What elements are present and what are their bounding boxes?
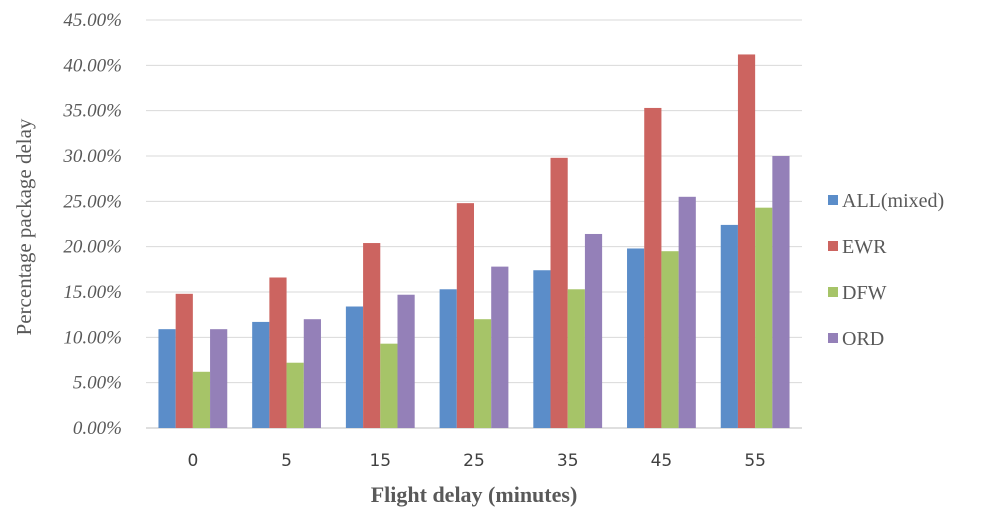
x-tick-label: 0 (187, 451, 198, 471)
bar-ewr-55 (738, 54, 755, 428)
y-tick-label: 10.00% (63, 327, 122, 348)
bar-ord-55 (772, 156, 789, 428)
bar-all-mixed--0 (158, 329, 175, 428)
x-tick-label: 45 (651, 451, 673, 471)
legend-label: ORD (842, 328, 884, 350)
x-tick-label: 35 (557, 451, 579, 471)
bar-all-mixed--25 (440, 289, 457, 428)
bar-dfw-5 (287, 363, 304, 428)
x-tick-labels: 0 5 15 25 35 45 55 (187, 451, 766, 471)
bar-ord-5 (304, 319, 321, 428)
bar-ewr-0 (176, 294, 193, 428)
x-tick-label: 25 (463, 451, 485, 471)
x-tick-label: 15 (369, 451, 391, 471)
y-tick-label: 0.00% (73, 418, 122, 439)
y-axis-title: Percentage package delay (12, 118, 36, 335)
y-tick-label: 20.00% (63, 237, 122, 258)
legend-swatch (828, 195, 838, 205)
legend-label: EWR (842, 236, 887, 258)
bar-ewr-5 (269, 277, 286, 428)
bar-all-mixed--35 (533, 270, 550, 428)
bar-dfw-35 (568, 289, 585, 428)
legend-swatch (828, 241, 838, 251)
bar-ord-45 (679, 197, 696, 428)
bar-dfw-45 (661, 251, 678, 428)
bar-ord-35 (585, 234, 602, 428)
legend-swatch (828, 333, 838, 343)
y-tick-label: 15.00% (63, 282, 122, 303)
bar-ewr-25 (457, 203, 474, 428)
bar-all-mixed--55 (721, 225, 738, 428)
y-tick-label: 35.00% (62, 101, 122, 122)
x-tick-label: 5 (281, 451, 292, 471)
bar-dfw-55 (755, 208, 772, 428)
legend: ALL(mixed) EWR DFW ORD (828, 190, 944, 350)
bar-dfw-15 (380, 344, 397, 428)
x-tick-label: 55 (744, 451, 766, 471)
bar-dfw-0 (193, 372, 210, 428)
bar-all-mixed--5 (252, 322, 269, 428)
y-tick-label: 40.00% (63, 55, 122, 76)
bar-ord-15 (397, 295, 414, 428)
bar-ord-0 (210, 329, 227, 428)
legend-label: DFW (842, 282, 887, 304)
bar-dfw-25 (474, 319, 491, 428)
bar-all-mixed--45 (627, 248, 644, 428)
y-tick-label: 30.00% (62, 146, 122, 167)
legend-swatch (828, 287, 838, 297)
bar-ewr-15 (363, 243, 380, 428)
bar-ord-25 (491, 267, 508, 428)
bar-ewr-35 (551, 158, 568, 428)
bar-all-mixed--15 (346, 307, 363, 428)
y-tick-label: 5.00% (73, 373, 122, 394)
y-tick-labels: 0.00% 5.00% 10.00% 15.00% 20.00% 25.00% 30.00%… (62, 10, 122, 439)
legend-label: ALL(mixed) (842, 190, 944, 212)
bar-ewr-45 (644, 108, 661, 428)
x-axis-title: Flight delay (minutes) (371, 482, 578, 507)
y-tick-label: 45.00% (63, 10, 122, 31)
y-tick-label: 25.00% (63, 191, 122, 212)
